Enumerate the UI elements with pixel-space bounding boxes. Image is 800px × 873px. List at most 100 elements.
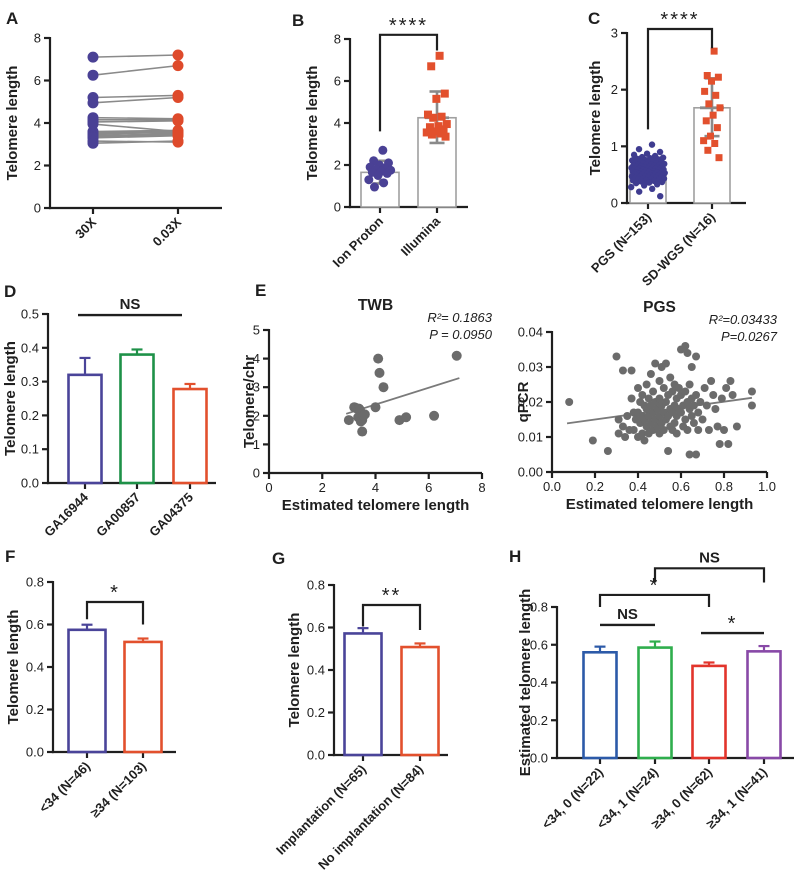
data-point	[657, 193, 664, 200]
y-tick-label: 0.2	[26, 702, 44, 717]
data-point	[661, 398, 670, 406]
data-point	[442, 120, 451, 129]
pair-line	[92, 120, 179, 123]
y-tick-label: 4	[334, 116, 341, 131]
data-point	[659, 384, 668, 392]
data-point	[87, 97, 99, 109]
category-label: ≥34 (N=103)	[87, 759, 149, 821]
data-point	[716, 104, 724, 112]
plot-title: PGS	[643, 299, 676, 316]
data-point	[87, 137, 99, 149]
plot-title: TWB	[358, 297, 393, 314]
y-tick-label: 0.0	[530, 751, 548, 766]
data-point	[661, 359, 670, 368]
data-point	[713, 124, 721, 132]
data-point	[172, 60, 184, 72]
y-axis-label: Telomere length	[587, 61, 604, 176]
data-point	[436, 129, 445, 138]
regression-line	[345, 377, 460, 415]
pair-line	[92, 116, 179, 120]
bar	[119, 353, 155, 485]
category-label: PGS (N=153)	[588, 210, 654, 276]
y-tick-label: 0.8	[26, 575, 44, 590]
y-tick-label: 3	[611, 26, 618, 41]
data-point	[726, 377, 735, 385]
data-point	[644, 394, 653, 403]
data-point	[422, 128, 431, 137]
y-tick-label: 0.0	[307, 748, 325, 763]
panel-label-d: D	[4, 282, 16, 301]
data-point	[656, 148, 664, 156]
y-tick-label: 0.00	[518, 465, 543, 480]
data-point	[437, 112, 446, 121]
data-point	[382, 168, 392, 178]
significance-bracket	[361, 603, 422, 631]
panel-b-chart: B 0 2 4 6 8 Telomere length Ion Proton Illumina *…	[292, 11, 468, 270]
panel-label-c: C	[588, 9, 600, 28]
data-point	[618, 366, 627, 375]
category-label: Ion Proton	[330, 213, 387, 270]
x-tick-label: 0.6	[672, 479, 690, 494]
y-tick-label: 0.6	[26, 617, 44, 632]
stats-p-value: P = 0.0950	[429, 327, 493, 342]
data-point	[427, 130, 436, 139]
bar	[637, 646, 673, 760]
data-point	[635, 145, 643, 153]
data-point	[659, 426, 668, 434]
category-label: GA04375	[146, 490, 196, 540]
data-point	[715, 154, 723, 162]
data-point	[700, 384, 709, 392]
data-point	[683, 426, 692, 434]
pair-line	[92, 129, 179, 133]
y-tick-label: 6	[34, 73, 41, 88]
data-point	[429, 410, 440, 421]
y-axis-label: Telomere length	[304, 66, 321, 181]
pair-line	[92, 134, 179, 139]
data-point	[689, 401, 698, 410]
y-tick-label: 0.03	[518, 360, 543, 375]
data-point	[634, 384, 642, 392]
y-axis-label: Telomere/chr	[241, 355, 258, 448]
panel-label-a: A	[6, 9, 18, 28]
data-point	[369, 182, 379, 192]
stats-p-value: P=0.0267	[721, 329, 778, 344]
y-axis-label: qPCR	[515, 381, 532, 422]
y-tick-label: 0.1	[21, 442, 39, 457]
significance-bracket	[653, 567, 766, 583]
data-point	[705, 100, 713, 108]
data-point	[702, 117, 710, 125]
significance-bracket	[646, 27, 714, 130]
data-point	[692, 450, 701, 459]
data-point	[711, 405, 720, 413]
data-point	[694, 426, 703, 434]
data-point	[614, 429, 623, 438]
data-point	[621, 433, 630, 441]
data-point	[432, 94, 441, 103]
data-point	[653, 181, 661, 188]
data-point	[373, 171, 383, 180]
data-point	[711, 140, 719, 147]
y-tick-label: 0.2	[307, 705, 325, 720]
data-point	[707, 77, 715, 85]
panel-label-b: B	[292, 11, 304, 30]
data-point	[692, 391, 701, 399]
y-axis-label: Telomere length	[5, 610, 22, 725]
x-tick-label: 0.0	[543, 479, 561, 494]
panel-d-chart: D 0.0 0.1 0.2 0.3 0.4 0.5 Telomere length GA1694…	[2, 282, 216, 540]
data-point	[685, 380, 694, 389]
significance-label: ****	[389, 15, 428, 37]
data-point	[425, 123, 434, 132]
data-point	[703, 72, 711, 79]
data-point	[717, 394, 726, 403]
data-point	[720, 426, 728, 434]
x-tick-label: 0.4	[629, 479, 647, 494]
data-point	[701, 87, 709, 95]
y-tick-label: 0	[34, 201, 41, 216]
bar	[67, 373, 103, 485]
data-point	[565, 398, 574, 406]
bar	[67, 628, 107, 754]
x-tick-label: 0.2	[586, 479, 604, 494]
y-tick-label: 4	[34, 116, 41, 131]
